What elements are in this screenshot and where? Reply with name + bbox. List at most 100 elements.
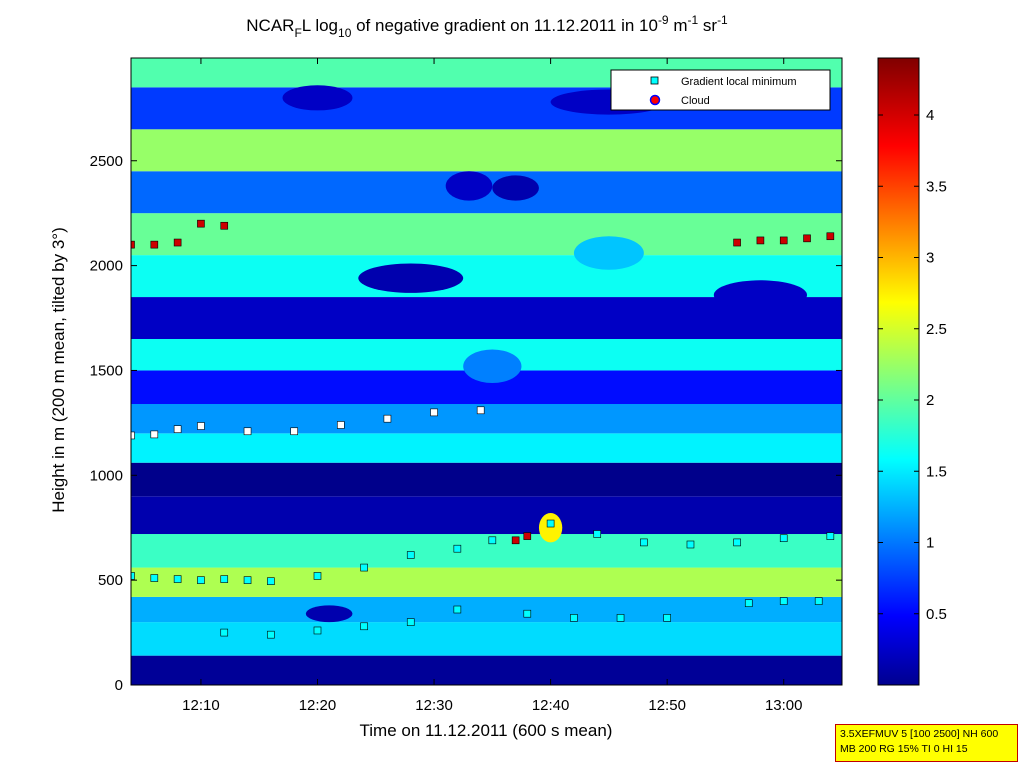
- gradient-min-point: [360, 622, 368, 631]
- cloud-point: [826, 232, 835, 241]
- gradient-min-point: [267, 630, 275, 639]
- colorbar-tick-label: 4: [926, 107, 934, 124]
- gradient-min-point: [150, 430, 159, 439]
- heatmap-band-1: [131, 622, 842, 656]
- gradient-min-point: [313, 572, 322, 580]
- gradient-min-point: [173, 425, 182, 433]
- legend: Gradient local minimum Cloud: [610, 69, 831, 111]
- gradient-min-point: [570, 614, 578, 622]
- gradient-min-point: [663, 614, 671, 622]
- gradient-min-point: [267, 577, 275, 585]
- gradient-min-point: [523, 609, 532, 618]
- heatmap-blob-8: [463, 349, 522, 384]
- gradient-min-point: [640, 538, 648, 547]
- cloud-point: [756, 236, 765, 245]
- gradient-min-point: [243, 576, 252, 584]
- colorbar-tick-label: 2.5: [926, 321, 947, 338]
- gradient-min-point: [814, 597, 823, 605]
- cloud-point: [733, 238, 741, 247]
- y-tick-label: 1000: [90, 467, 123, 484]
- gradient-min-point: [733, 538, 741, 547]
- info-line-2: MB 200 RG 15% TI 0 HI 15: [840, 743, 968, 755]
- gradient-min-point: [290, 427, 298, 436]
- gradient-min-point: [430, 408, 438, 417]
- gradient-min-point: [453, 605, 462, 614]
- heatmap-blob-0: [358, 263, 464, 293]
- heatmap-band-13: [131, 213, 842, 256]
- gradient-min-point: [131, 572, 135, 580]
- y-axis-label: Height in m (200 m mean, tilted by 3°): [49, 227, 68, 513]
- y-tick-label: 0: [115, 677, 123, 694]
- gradient-min-point: [453, 544, 462, 553]
- gradient-min-point: [220, 575, 229, 583]
- heatmap-band-11: [131, 297, 842, 339]
- cloud-point: [197, 219, 205, 228]
- cloud-point: [150, 240, 159, 249]
- colorbar-tick-label: 2: [926, 392, 934, 409]
- cloud-point: [803, 234, 811, 243]
- gradient-min-point: [150, 574, 159, 582]
- gradient-min-point: [744, 599, 753, 608]
- x-tick-label: 12:10: [182, 697, 220, 714]
- heatmap-blob-1: [573, 236, 644, 270]
- gradient-min-point: [779, 597, 788, 605]
- colorbar-tick-label: 3: [926, 250, 934, 267]
- gradient-min-point: [476, 406, 485, 415]
- colorbar: 0.5 1 1.5 2 2.5 3 3.5 4: [877, 57, 947, 686]
- gradient-min-point: [383, 414, 392, 423]
- cloud-point: [523, 532, 532, 540]
- gradient-min-point: [686, 540, 695, 549]
- info-box: 3.5XEFMUV 5 [100 2500] NH 600 MB 200 RG …: [835, 724, 1018, 762]
- heatmap-blob-5: [492, 175, 539, 201]
- y-tick-label: 2000: [90, 258, 123, 275]
- gradient-min-point: [406, 618, 415, 626]
- gradient-min-point: [220, 628, 229, 637]
- colorbar-tick-label: 3.5: [926, 178, 947, 195]
- legend-box: [610, 69, 831, 111]
- heatmap-band-4: [131, 534, 842, 568]
- heatmap-band-7: [131, 433, 842, 463]
- heatmap-blob-6: [713, 280, 808, 310]
- heatmap-band-3: [131, 567, 842, 597]
- legend-label-cloud: Cloud: [681, 95, 710, 107]
- gradient-min-point: [826, 532, 835, 540]
- heatmap-band-15: [131, 129, 842, 172]
- cloud-point: [220, 221, 229, 230]
- x-tick-label: 12:40: [532, 697, 570, 714]
- y-axis: 0 500 1000 1500 2000 2500: [90, 153, 842, 694]
- gradient-min-point: [131, 431, 135, 440]
- cloud-point: [173, 238, 182, 247]
- colorbar-tick-label: 1.5: [926, 463, 947, 480]
- cloud-point: [131, 240, 135, 249]
- gradient-min-point: [337, 421, 345, 429]
- x-tick-label: 13:00: [765, 697, 803, 714]
- gradient-min-point: [488, 536, 497, 545]
- x-tick-label: 12:20: [299, 697, 337, 714]
- marker-series: [131, 219, 835, 639]
- legend-label-gradient-min: Gradient local minimum: [681, 76, 797, 88]
- gradient-min-point: [406, 551, 415, 559]
- gradient-min-point: [243, 427, 252, 436]
- heatmap-band-2: [131, 596, 842, 623]
- gradient-min-point: [546, 519, 555, 528]
- heatmap-band-8: [131, 404, 842, 434]
- x-tick-label: 12:50: [648, 697, 686, 714]
- y-tick-label: 1500: [90, 362, 123, 379]
- chart-title: NCARFL log10 of negative gradient on 11.…: [246, 13, 728, 40]
- x-axis: 12:10 12:20 12:30 12:40 12:50 13:00: [182, 58, 802, 714]
- heatmap-blob-2: [282, 85, 353, 111]
- gradient-min-point: [779, 534, 788, 543]
- x-axis-label: Time on 11.12.2011 (600 s mean): [360, 721, 613, 740]
- gradient-min-point: [616, 614, 625, 622]
- heatmap-band-5: [131, 496, 842, 535]
- heatmap-band-6: [131, 462, 842, 497]
- colorbar-gradient: [877, 57, 920, 686]
- plot-frame: [130, 57, 843, 686]
- gradient-min-point: [173, 575, 182, 583]
- cloud-point: [779, 236, 788, 245]
- gradient-min-point: [593, 530, 602, 538]
- x-tick-label: 12:30: [415, 697, 453, 714]
- cloud-point: [511, 536, 520, 545]
- info-line-1: 3.5XEFMUV 5 [100 2500] NH 600: [840, 728, 999, 740]
